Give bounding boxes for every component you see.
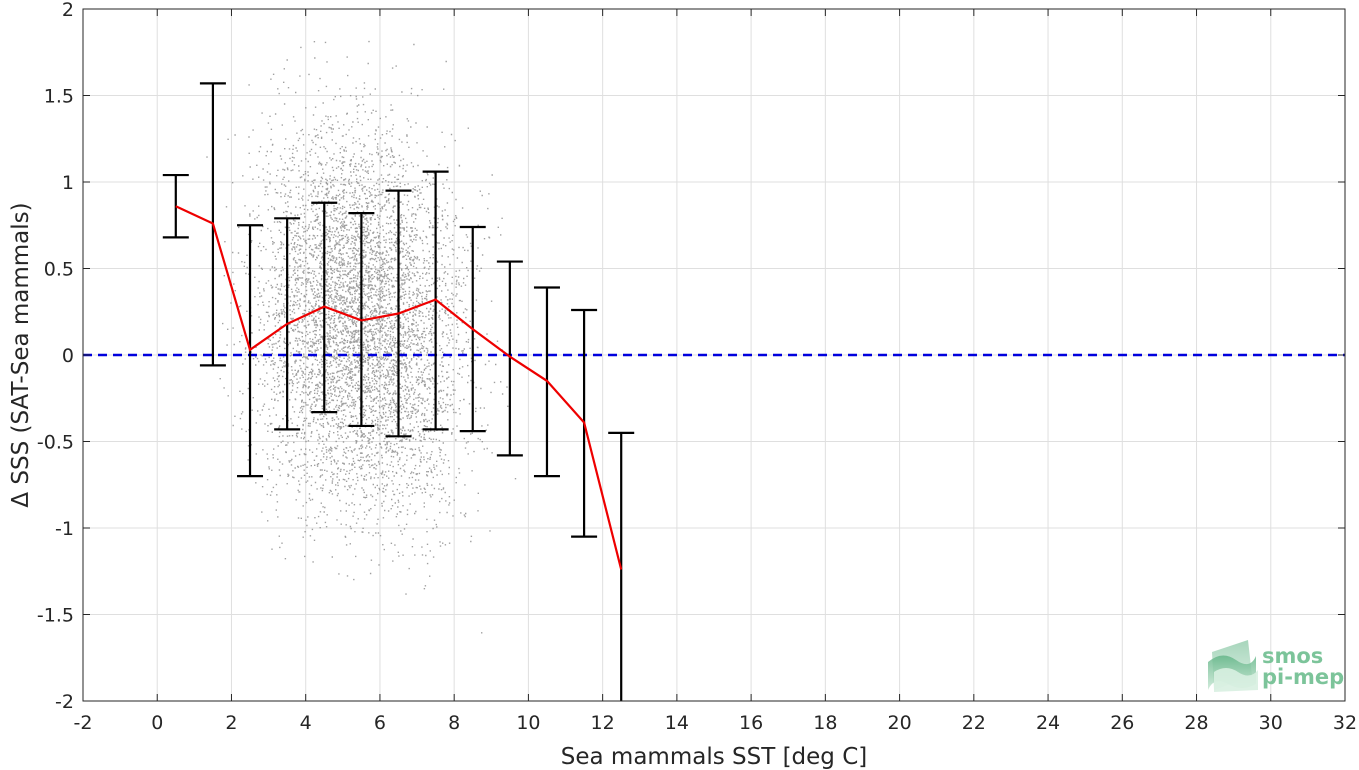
error-bar	[496, 260, 523, 457]
x-tick-label: 18	[813, 712, 837, 734]
y-tick-label: -0.5	[37, 432, 74, 454]
x-tick-label: 6	[374, 712, 386, 734]
x-tick-label: 22	[962, 712, 986, 734]
y-tick-label: -1	[55, 518, 74, 540]
y-axis-label: Δ SSS (SAT-Sea mammals)	[8, 202, 34, 507]
y-tick-label: 1.5	[44, 86, 74, 108]
x-tick-label: 16	[739, 712, 763, 734]
y-tick-label: 0	[62, 345, 74, 367]
y-axis-ticks: -2 -1.5 -1 -0.5 0 0.5 1 1.5 2	[37, 0, 1345, 713]
x-tick-label: 8	[448, 712, 460, 734]
y-tick-label: -1.5	[37, 605, 74, 627]
y-tick-label: 1	[62, 172, 74, 194]
x-tick-label: 30	[1259, 712, 1283, 734]
x-tick-label: 28	[1184, 712, 1208, 734]
x-axis-ticks: -2 0 2 4 6 8 10 12 14 16 18 20 22 24 26 28 30 32	[74, 9, 1357, 734]
logo-text-pimep: pi-mep	[1262, 665, 1344, 689]
x-tick-label: -2	[74, 712, 93, 734]
x-tick-label: 20	[887, 712, 911, 734]
x-tick-label: 2	[225, 712, 237, 734]
logo-wave-icon	[1208, 640, 1258, 692]
y-tick-label: 2	[62, 0, 74, 21]
mean-line-group	[175, 205, 623, 570]
y-tick-label: 0.5	[44, 259, 74, 281]
mean-line	[175, 205, 623, 570]
x-tick-label: 24	[1036, 712, 1060, 734]
x-tick-label: 14	[665, 712, 689, 734]
logo-text-smos: smos	[1262, 644, 1323, 668]
x-tick-label: 4	[300, 712, 312, 734]
x-tick-label: 26	[1110, 712, 1134, 734]
x-tick-label: 10	[516, 712, 540, 734]
y-tick-label: -2	[55, 691, 74, 713]
x-tick-label: 12	[591, 712, 615, 734]
smos-pimep-logo: smos pi-mep	[1208, 640, 1344, 692]
x-tick-label: 32	[1333, 712, 1357, 734]
x-tick-label: 0	[151, 712, 163, 734]
x-axis-label: Sea mammals SST [deg C]	[561, 744, 867, 770]
